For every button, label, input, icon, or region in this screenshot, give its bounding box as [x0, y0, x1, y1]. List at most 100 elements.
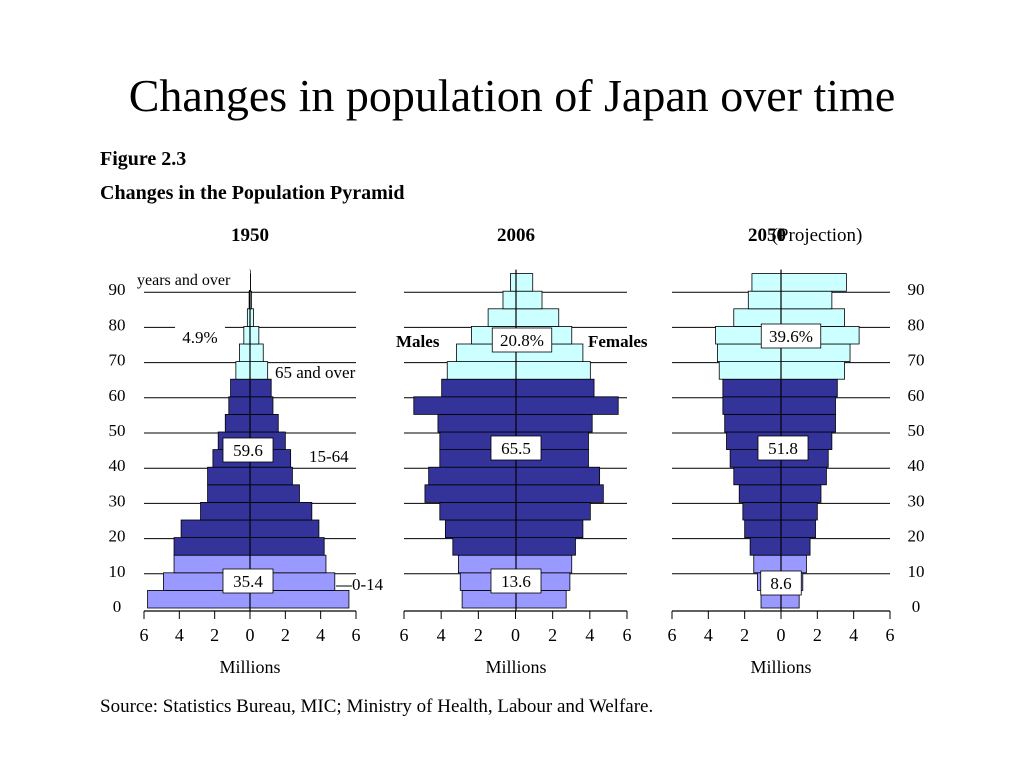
bar-female — [249, 378, 272, 398]
x-tick-label: 6 — [352, 625, 361, 645]
group-value-box — [760, 323, 822, 349]
bar-female — [780, 396, 836, 415]
bar-female — [249, 519, 320, 539]
x-axis-label: Millions — [750, 657, 811, 677]
group-value-box — [490, 568, 542, 594]
bar-male — [424, 484, 517, 503]
label-males: Males — [396, 332, 440, 351]
y-tick-label: 50 — [109, 421, 126, 440]
bar-female — [780, 378, 838, 398]
bar-male — [742, 501, 782, 521]
y-tick-label: 0 — [113, 597, 122, 616]
y-tick-label: 50 — [908, 421, 925, 440]
figure-label: Figure 2.3 — [100, 148, 187, 170]
x-tick-label: 6 — [668, 625, 677, 645]
bar-male — [724, 413, 782, 433]
group-value-label: 20.8% — [500, 331, 544, 350]
bar-female — [780, 501, 818, 521]
x-tick-label: 4 — [704, 625, 713, 645]
bar-male — [228, 396, 251, 415]
bar-female — [780, 466, 827, 486]
y-tick-label: 80 — [109, 315, 126, 334]
x-tick-label: 0 — [777, 625, 786, 645]
bar-male — [200, 501, 251, 521]
group-value-label: 35.4 — [233, 572, 263, 591]
label-65-and-over: 65 and over — [275, 363, 356, 382]
bar-female — [515, 501, 591, 521]
y-tick-label: 90 — [109, 280, 126, 299]
panel-title: 2006 — [497, 225, 535, 246]
bar-male — [722, 396, 782, 415]
x-tick-label: 0 — [511, 625, 520, 645]
x-tick-label: 2 — [813, 625, 822, 645]
bar-female — [515, 290, 543, 310]
bar-male — [753, 554, 782, 574]
bar-male — [722, 378, 782, 398]
bar-male — [207, 466, 251, 486]
x-tick-label: 0 — [246, 625, 255, 645]
bar-male — [428, 466, 517, 486]
top-age-label: years and over — [137, 272, 231, 289]
bar-female — [249, 396, 274, 415]
bar-male — [744, 519, 782, 539]
y-tick-label: 10 — [109, 562, 126, 581]
panel-title-note: (Projection) — [772, 225, 863, 246]
y-tick-label: 60 — [908, 386, 925, 405]
x-tick-label: 4 — [316, 625, 325, 645]
y-tick-label: 70 — [109, 351, 126, 370]
x-tick-label: 2 — [740, 625, 749, 645]
label-0-14: 0-14 — [352, 575, 384, 594]
bar-female — [515, 484, 604, 503]
bar-male — [207, 484, 251, 503]
group-value-label: 59.6 — [233, 441, 263, 460]
bar-female — [515, 466, 601, 486]
bar-male — [487, 308, 517, 327]
bar-female — [515, 308, 560, 327]
group-value-box — [490, 435, 542, 461]
bar-male — [738, 484, 782, 503]
bar-female — [515, 519, 584, 539]
y-tick-label: 30 — [908, 491, 925, 510]
group-value-box — [757, 435, 809, 461]
bar-male — [502, 290, 517, 310]
bar-female — [249, 361, 269, 380]
group-value-box — [222, 568, 274, 594]
bar-male — [243, 325, 251, 345]
bar-male — [446, 361, 517, 380]
y-tick-label: 30 — [109, 491, 126, 510]
x-tick-label: 6 — [400, 625, 409, 645]
bar-male — [238, 343, 251, 363]
x-tick-label: 2 — [210, 625, 219, 645]
x-tick-label: 4 — [437, 625, 446, 645]
bar-male — [230, 378, 251, 398]
slide-title: Changes in population of Japan over time — [128, 70, 896, 121]
x-axis-label: Millions — [219, 657, 280, 677]
bar-male — [718, 361, 782, 380]
bar-male — [510, 273, 517, 292]
label-15-64: 15-64 — [309, 447, 349, 466]
bar-male — [413, 396, 517, 415]
x-tick-label: 4 — [175, 625, 184, 645]
bar-female — [780, 361, 845, 380]
x-tick-label: 2 — [474, 625, 483, 645]
bar-male — [747, 290, 782, 310]
y-tick-label: 60 — [109, 386, 126, 405]
x-tick-label: 6 — [140, 625, 149, 645]
bar-male — [452, 537, 517, 556]
bar-male — [439, 501, 517, 521]
y-tick-label: 80 — [908, 315, 925, 334]
group-value-label: 13.6 — [501, 572, 531, 591]
bar-female — [515, 361, 591, 380]
bar-female — [249, 466, 293, 486]
panel-title: 2050 — [748, 225, 786, 246]
y-tick-label: 40 — [109, 456, 126, 475]
bar-female — [780, 290, 833, 310]
group-value-label: 4.9% — [182, 328, 217, 347]
bar-male — [173, 537, 251, 556]
x-tick-label: 4 — [585, 625, 594, 645]
x-axis-label: Millions — [485, 657, 546, 677]
label-females: Females — [588, 332, 648, 351]
y-tick-label: 20 — [109, 527, 126, 546]
bar-female — [249, 537, 325, 556]
